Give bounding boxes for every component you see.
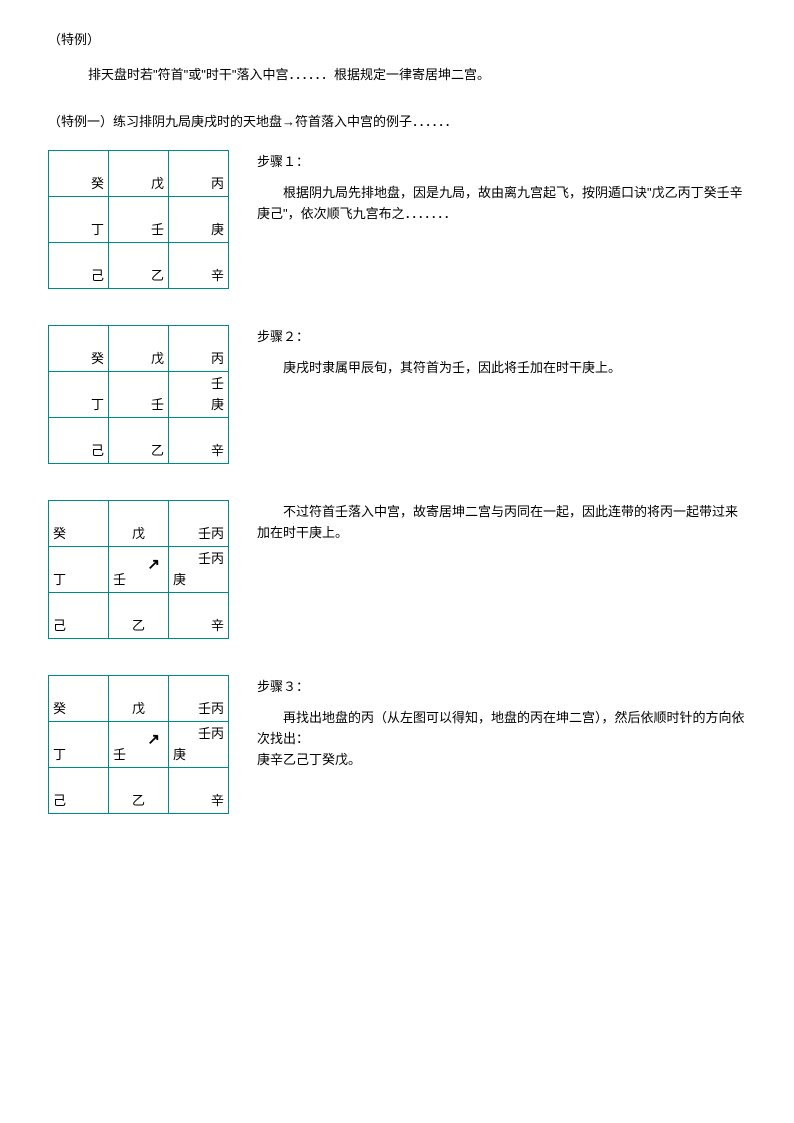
grid-cell: 癸 — [49, 501, 109, 547]
grid-cell: 庚壬 — [169, 372, 229, 418]
grid-cell: 丁 — [49, 547, 109, 593]
cell-value: 乙 — [151, 441, 164, 462]
grid-cell: 己 — [49, 593, 109, 639]
grid-cell: 癸 — [49, 326, 109, 372]
grid-cell: 壬丙庚 — [169, 722, 229, 768]
grid-cell: 壬丙 — [169, 501, 229, 547]
grid-cell: 丁 — [49, 722, 109, 768]
cell-value: 乙 — [151, 266, 164, 287]
cell-value: 癸 — [91, 174, 104, 195]
cell-value: 壬 — [113, 570, 126, 591]
cell-value: 己 — [91, 266, 104, 287]
grid-cell: 己 — [49, 418, 109, 464]
grid-cell: 乙 — [109, 243, 169, 289]
grid-cell: 壬 — [109, 372, 169, 418]
cell-value: 壬丙 — [198, 699, 224, 720]
grid-cell: 癸 — [49, 676, 109, 722]
cell-value: 己 — [91, 441, 104, 462]
section-step2: 癸戊丙丁壬庚壬己乙辛 步骤２： 庚戌时隶属甲辰旬，其符首为壬，因此将壬加在时干庚… — [48, 325, 746, 464]
step1-text: 根据阴九局先排地盘，因是九局，故由离九宫起飞，按阴遁口诀"戊乙丙丁癸壬辛庚己"，… — [257, 183, 746, 225]
cell-value: 癸 — [53, 699, 66, 720]
grid-4: 癸戊壬丙丁壬↗壬丙庚己乙辛 — [48, 675, 229, 814]
cell-value: 己 — [53, 616, 66, 637]
special-case-heading: （特例） — [48, 30, 746, 51]
arrow-icon: ↗ — [147, 553, 160, 577]
grid-cell: 丙 — [169, 326, 229, 372]
cell-value: 乙 — [109, 791, 168, 812]
cell-value: 戊 — [151, 174, 164, 195]
step3-line2: 庚辛乙己丁癸戊。 — [257, 750, 746, 771]
cell-value: 庚 — [211, 395, 224, 416]
cell-value-top: 壬丙 — [198, 549, 224, 570]
step3a-text: 不过符首壬落入中宫，故寄居坤二宫与丙同在一起，因此连带的将丙一起带过来加在时干庚… — [257, 502, 746, 544]
grid-cell: 乙 — [109, 593, 169, 639]
grid-cell: 戊 — [109, 501, 169, 547]
cell-value: 丙 — [211, 174, 224, 195]
grid-cell: 辛 — [169, 593, 229, 639]
section-step1: 癸 戊 丙丁 壬 庚己 乙 辛 步骤１： 根据阴九局先排地盘，因是九局，故由离九宫起飞，按阴… — [48, 150, 746, 289]
cell-value: 己 — [53, 791, 66, 812]
grid-cell: 壬↗ — [109, 547, 169, 593]
cell-value: 壬 — [113, 745, 126, 766]
grid-cell: 壬丙庚 — [169, 547, 229, 593]
arrow-icon: ↗ — [147, 728, 160, 752]
cell-value: 丁 — [53, 570, 66, 591]
step2-label: 步骤２： — [257, 327, 746, 348]
grid-cell: 丁 — [49, 197, 109, 243]
step3-label: 步骤３： — [257, 677, 746, 698]
cell-value: 壬丙 — [198, 524, 224, 545]
step2-text: 庚戌时隶属甲辰旬，其符首为壬，因此将壬加在时干庚上。 — [257, 358, 746, 379]
cell-value-top: 壬 — [211, 374, 224, 395]
grid-1: 癸 戊 丙丁 壬 庚己 乙 辛 — [48, 150, 229, 289]
section-step3a: 癸戊壬丙丁壬↗壬丙庚己乙辛 不过符首壬落入中宫，故寄居坤二宫与丙同在一起，因此连… — [48, 500, 746, 639]
cell-value: 戊 — [109, 699, 168, 720]
cell-value: 丁 — [91, 395, 104, 416]
grid-cell: 乙 — [109, 418, 169, 464]
cell-value: 壬 — [151, 220, 164, 241]
grid-cell: 辛 — [169, 418, 229, 464]
cell-value: 丁 — [91, 220, 104, 241]
grid-2: 癸戊丙丁壬庚壬己乙辛 — [48, 325, 229, 464]
section-step3: 癸戊壬丙丁壬↗壬丙庚己乙辛 步骤３： 再找出地盘的丙（从左图可以得知，地盘的丙在… — [48, 675, 746, 814]
grid-cell: 戊 — [109, 326, 169, 372]
subheading: （特例一）练习排阴九局庚戌时的天地盘→符首落入中宫的例子．．．．．． — [48, 112, 746, 133]
cell-value: 癸 — [53, 524, 66, 545]
cell-value: 癸 — [91, 349, 104, 370]
grid-cell: 己 — [49, 768, 109, 814]
grid-cell: 丁 — [49, 372, 109, 418]
grid-cell: 壬丙 — [169, 676, 229, 722]
grid-cell: 戊 — [109, 151, 169, 197]
cell-value: 庚 — [173, 745, 186, 766]
grid-cell: 己 — [49, 243, 109, 289]
cell-value: 丁 — [53, 745, 66, 766]
grid-cell: 戊 — [109, 676, 169, 722]
step1-label: 步骤１： — [257, 152, 746, 173]
cell-value: 戊 — [151, 349, 164, 370]
grid-cell: 乙 — [109, 768, 169, 814]
cell-value: 戊 — [109, 524, 168, 545]
grid-cell: 壬 — [109, 197, 169, 243]
grid-3: 癸戊壬丙丁壬↗壬丙庚己乙辛 — [48, 500, 229, 639]
grid-cell: 辛 — [169, 768, 229, 814]
grid-cell: 癸 — [49, 151, 109, 197]
grid-cell: 庚 — [169, 197, 229, 243]
intro-text: 排天盘时若"符首"或"时干"落入中宫．．．．．．根据规定一律寄居坤二宫。 — [88, 65, 746, 86]
cell-value: 辛 — [211, 616, 224, 637]
cell-value: 辛 — [211, 266, 224, 287]
cell-value: 辛 — [211, 441, 224, 462]
step3-text: 再找出地盘的丙（从左图可以得知，地盘的丙在坤二宫），然后依顺时针的方向依次找出： — [257, 708, 746, 750]
cell-value: 乙 — [109, 616, 168, 637]
cell-value: 辛 — [211, 791, 224, 812]
cell-value: 丙 — [211, 349, 224, 370]
cell-value: 庚 — [211, 220, 224, 241]
grid-cell: 壬↗ — [109, 722, 169, 768]
cell-value: 壬 — [151, 395, 164, 416]
cell-value-top: 壬丙 — [198, 724, 224, 745]
grid-cell: 丙 — [169, 151, 229, 197]
cell-value: 庚 — [173, 570, 186, 591]
grid-cell: 辛 — [169, 243, 229, 289]
